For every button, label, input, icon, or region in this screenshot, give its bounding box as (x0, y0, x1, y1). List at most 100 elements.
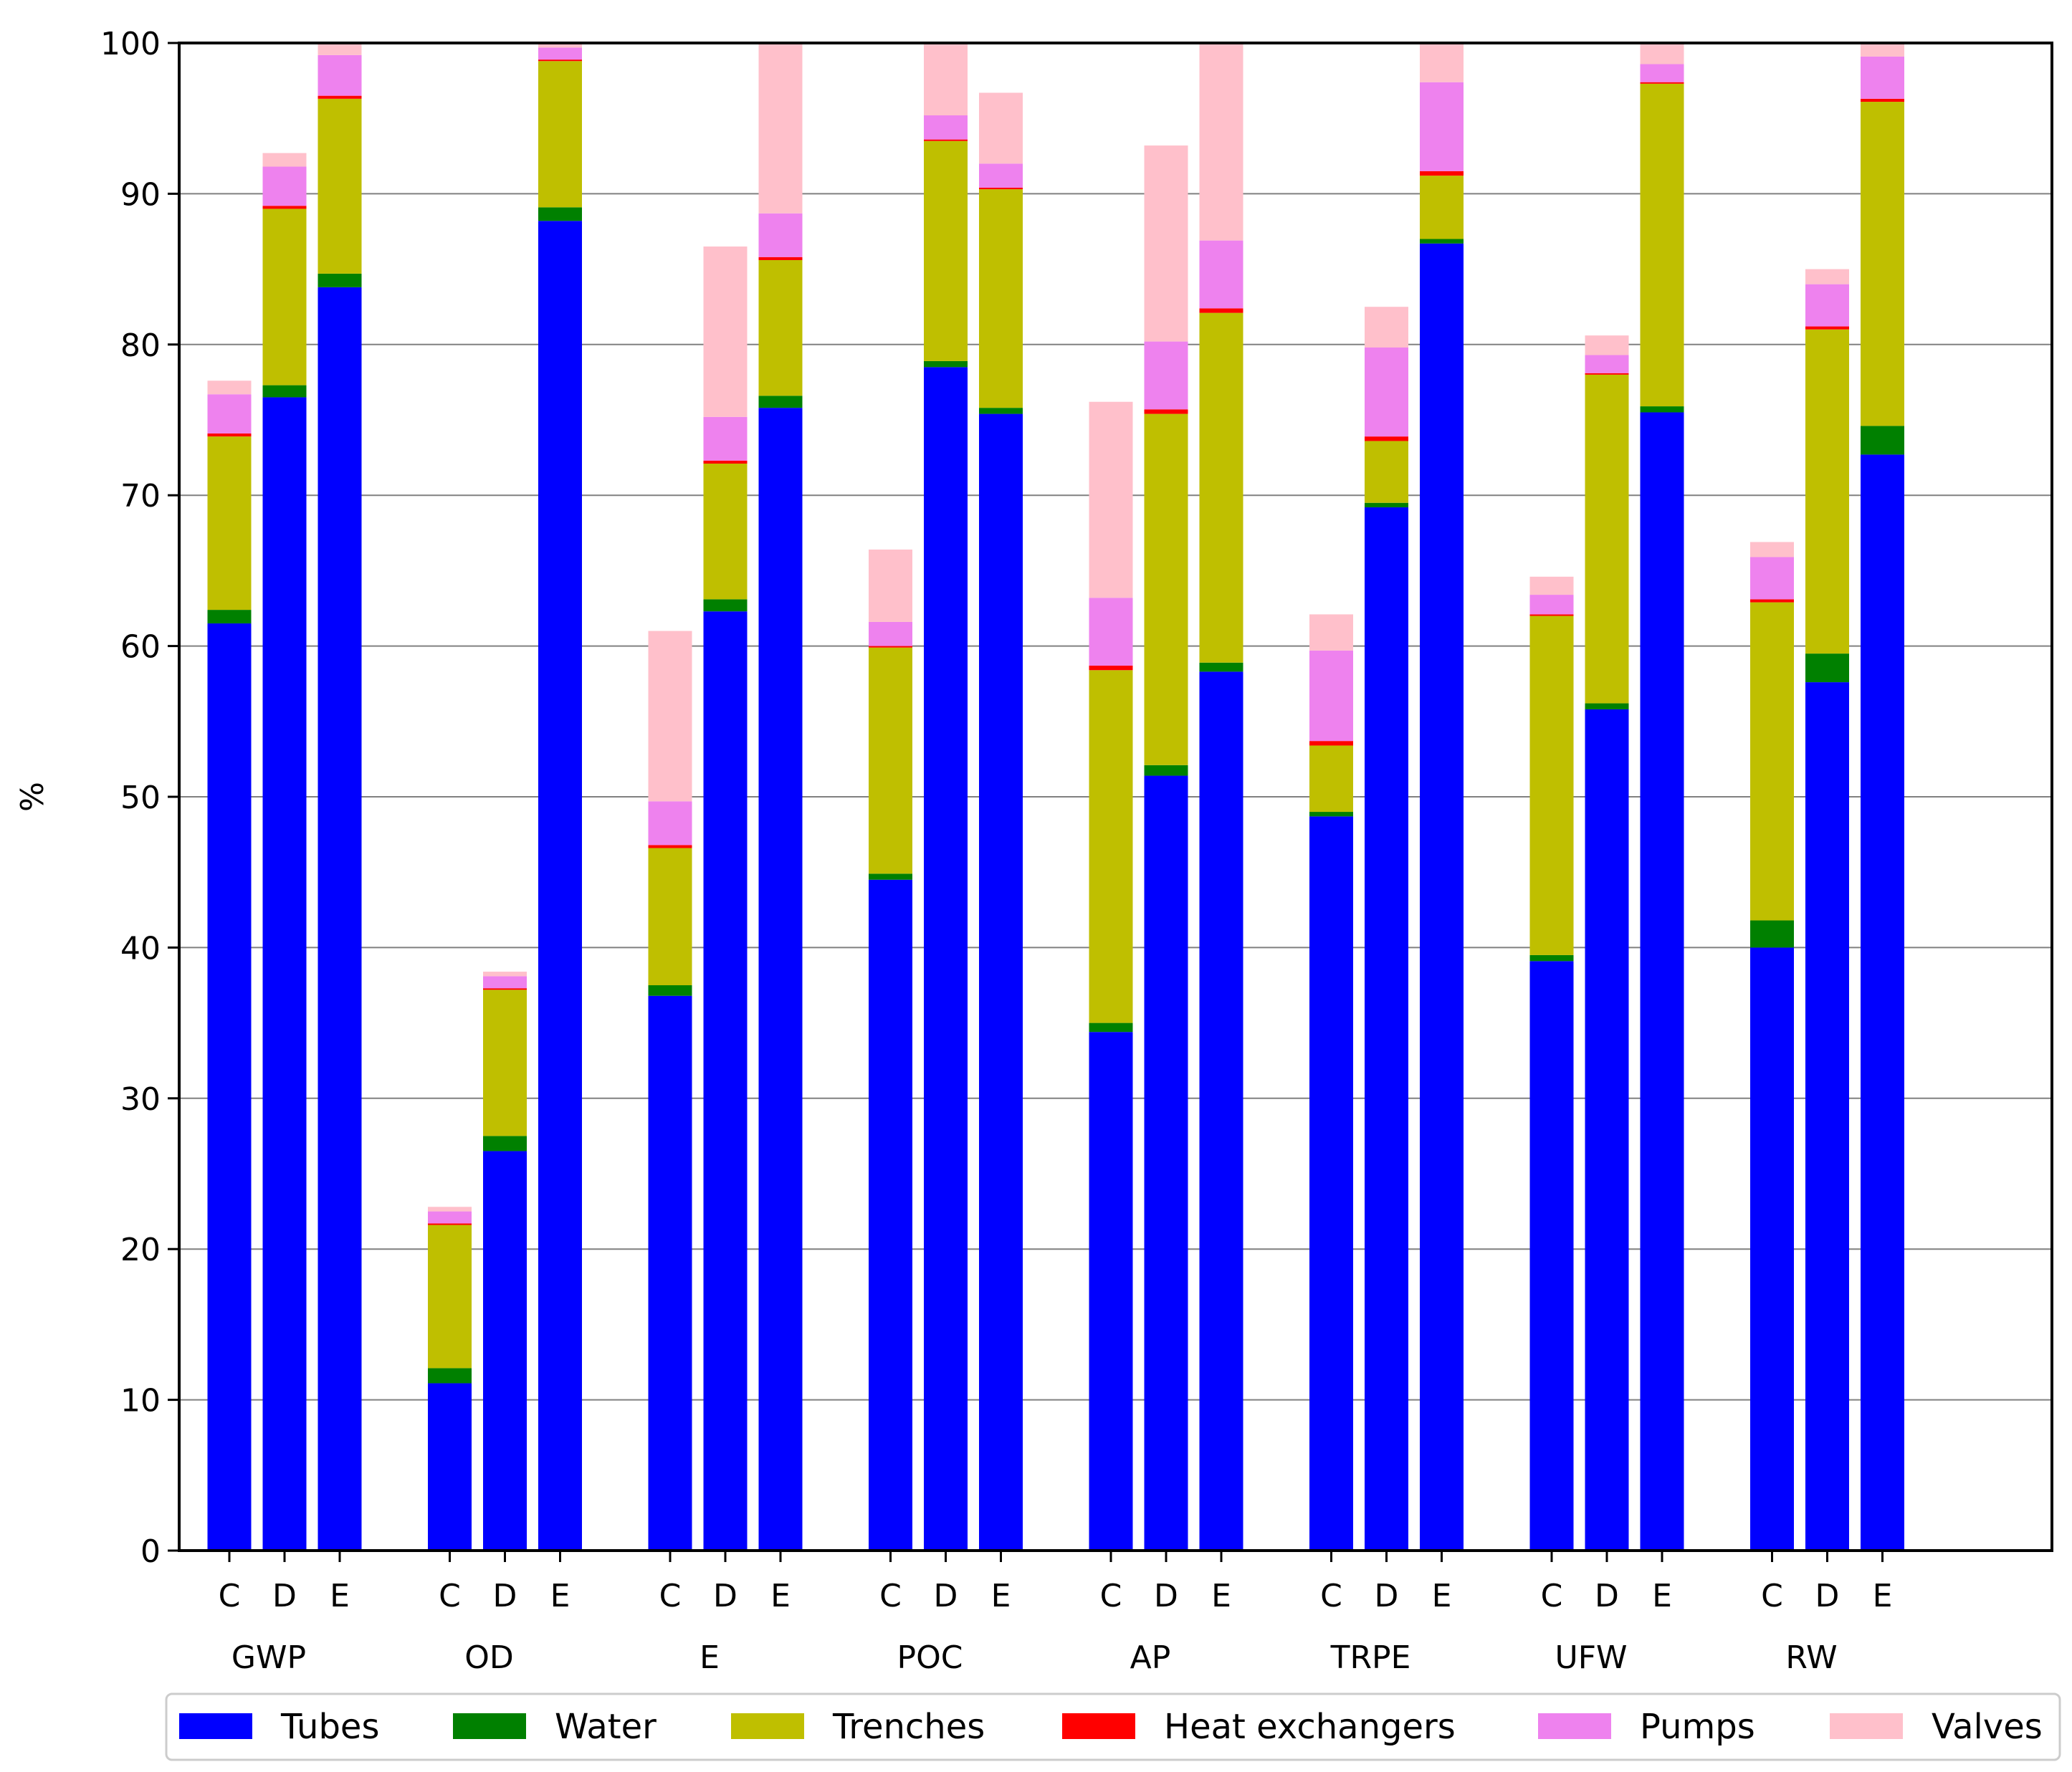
bar-segment-pumps (207, 394, 252, 434)
bar-segment-valves (869, 549, 912, 622)
bar-segment-pumps (1750, 557, 1794, 600)
bar-segment-water (1861, 426, 1904, 455)
bar-segment-tubes (869, 879, 912, 1551)
bar-segment-pumps (1861, 56, 1904, 99)
bar-segment-heat-exchangers (1420, 171, 1464, 176)
bar-segment-valves (1805, 269, 1849, 284)
bar-segment-heat-exchangers (703, 460, 748, 464)
bar-segment-valves (1365, 307, 1408, 348)
bar-segment-water (1585, 703, 1629, 709)
bar-segment-valves (538, 43, 582, 48)
bar-segment-heat-exchangers (262, 206, 307, 209)
bar-segment-trenches (1199, 312, 1243, 663)
y-tick-label: 20 (120, 1232, 161, 1268)
bar-segment-trenches (979, 189, 1023, 408)
bar-segment-trenches (1420, 176, 1464, 239)
x-tick-label: D (934, 1578, 958, 1614)
bar-segment-tubes (207, 623, 252, 1551)
x-tick-label: C (219, 1578, 241, 1614)
bar-segment-tubes (648, 995, 692, 1551)
bar-segment-heat-exchangers (1640, 82, 1684, 84)
bar-segment-trenches (538, 61, 582, 208)
bar-segment-water (207, 610, 252, 624)
bar-segment-pumps (1420, 82, 1464, 171)
x-tick-label: C (879, 1578, 902, 1614)
y-tick-label: 60 (120, 629, 161, 666)
bar-segment-pumps (1365, 348, 1408, 437)
y-tick-label: 70 (120, 478, 161, 514)
legend: Tubes Water Trenches Heat exchangers Pumps Va… (165, 1692, 2061, 1761)
bar-segment-trenches (1640, 83, 1684, 407)
bar-segment-pumps (924, 115, 968, 140)
bar-segment-heat-exchangers (1309, 741, 1353, 746)
bar-segment-water (483, 1136, 527, 1151)
bar-segment-tubes (538, 221, 582, 1551)
bar-segment-heat-exchangers (483, 988, 527, 990)
group-label: TRPE (1330, 1639, 1411, 1676)
bar-segment-valves (1640, 43, 1684, 64)
bar-segment-water (1365, 502, 1408, 508)
bar-segment-trenches (262, 209, 307, 385)
bar-segment-heat-exchangers (1750, 599, 1794, 603)
x-tick-label: E (1652, 1578, 1672, 1614)
bar-segment-valves (1309, 614, 1353, 651)
bar-segment-pumps (758, 213, 803, 257)
bar-segment-trenches (1585, 374, 1629, 704)
bar-segment-heat-exchangers (924, 139, 968, 141)
bar-segment-pumps (428, 1211, 472, 1224)
bar-segment-water (1529, 954, 1574, 962)
bar-segment-heat-exchangers (1585, 373, 1629, 375)
bar-segment-tubes (1089, 1032, 1133, 1551)
x-tick-label: E (1211, 1578, 1231, 1614)
bar-segment-valves (1089, 401, 1133, 598)
legend-swatch (731, 1713, 804, 1739)
group-label: UFW (1555, 1639, 1627, 1676)
bar-segment-pumps (1144, 341, 1188, 410)
x-tick-label: E (1432, 1578, 1452, 1614)
bar-segment-valves (979, 92, 1023, 164)
bar-segment-water (1089, 1023, 1133, 1033)
bar-segment-valves (483, 972, 527, 977)
x-tick-label: D (1595, 1578, 1619, 1614)
bar-segment-trenches (207, 436, 252, 610)
bar-segment-trenches (1144, 413, 1188, 765)
bar-segment-pumps (538, 47, 582, 60)
bar-segment-heat-exchangers (538, 59, 582, 62)
bar-segment-water (1750, 920, 1794, 948)
x-tick-label: D (1154, 1578, 1178, 1614)
bar-segment-trenches (1805, 329, 1849, 654)
bar-segment-trenches (1529, 616, 1574, 955)
bar-segment-tubes (1420, 243, 1464, 1551)
bar-segment-tubes (758, 408, 803, 1551)
group-label: AP (1130, 1639, 1171, 1676)
bar-segment-water (1309, 812, 1353, 817)
x-tick-label: C (439, 1578, 461, 1614)
bar-segment-valves (1750, 542, 1794, 557)
bar-segment-heat-exchangers (1144, 409, 1188, 414)
legend-label: Heat exchangers (1164, 1707, 1456, 1747)
bar-segment-trenches (318, 98, 362, 274)
y-tick-label: 40 (120, 930, 161, 967)
legend-label: Water (555, 1707, 657, 1747)
x-tick-label: D (713, 1578, 737, 1614)
bar-segment-valves (1420, 43, 1464, 82)
bar-segment-water (1640, 406, 1684, 413)
bar-segment-pumps (1529, 595, 1574, 615)
bar-segment-tubes (318, 287, 362, 1551)
group-label: GWP (231, 1639, 306, 1676)
bar-segment-heat-exchangers (1199, 308, 1243, 313)
bar-segment-heat-exchangers (1805, 326, 1849, 330)
bar-segment-pumps (869, 621, 912, 646)
bar-segment-water (758, 396, 803, 408)
bar-segment-pumps (262, 166, 307, 206)
bar-segment-tubes (262, 397, 307, 1551)
legend-label: Trenches (832, 1707, 985, 1747)
bar-segment-tubes (1750, 947, 1794, 1551)
bar-segment-heat-exchangers (428, 1223, 472, 1225)
bar-segment-trenches (869, 647, 912, 874)
bar-segment-heat-exchangers (207, 433, 252, 437)
bar-segment-heat-exchangers (648, 845, 692, 848)
group-label: OD (464, 1639, 514, 1676)
